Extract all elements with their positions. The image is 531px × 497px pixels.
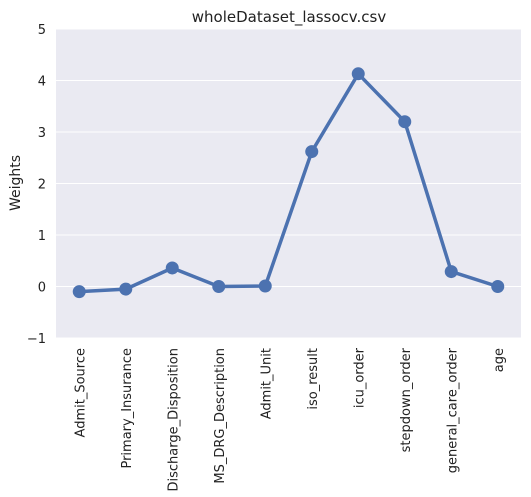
chart-title: wholeDataset_lassocv.csv [192, 8, 387, 27]
data-point [305, 145, 319, 159]
data-point [491, 280, 505, 293]
y-axis-label: Weights [8, 155, 24, 211]
data-point [258, 279, 272, 293]
y-tick-label: 5 [38, 23, 46, 38]
y-tick-label: 2 [38, 178, 46, 193]
x-tick-label: general_care_order [445, 347, 460, 473]
x-tick-label: icu_order [352, 347, 367, 408]
data-point [398, 115, 412, 129]
data-point [72, 285, 86, 299]
y-tick-label: −1 [27, 332, 46, 347]
y-tick-label: 0 [38, 281, 46, 296]
x-tick-label: Admit_Unit [259, 348, 274, 419]
x-tick-labels: Admit_Source Primary_Insurance Discharge_D… [73, 347, 507, 491]
x-tick-label: age [492, 348, 507, 372]
data-point [444, 265, 458, 279]
data-point [212, 280, 226, 293]
y-tick-label: 3 [38, 126, 46, 141]
y-tick-labels: −1 0 1 2 3 4 5 [27, 23, 46, 347]
x-tick-label: Admit_Source [73, 348, 88, 437]
data-points [72, 67, 505, 299]
series-line [79, 72, 499, 294]
y-tick-label: 4 [38, 75, 46, 90]
data-point [351, 67, 365, 81]
x-tick-label: iso_result [306, 348, 321, 410]
y-tick-label: 1 [38, 229, 46, 244]
data-point [165, 261, 179, 275]
x-tick-label: stepdown_order [399, 347, 414, 452]
data-point [119, 282, 133, 296]
x-tick-label: Discharge_Disposition [166, 348, 181, 492]
x-tick-label: Primary_Insurance [120, 348, 135, 469]
x-tick-label: MS_DRG_Description [213, 348, 228, 484]
